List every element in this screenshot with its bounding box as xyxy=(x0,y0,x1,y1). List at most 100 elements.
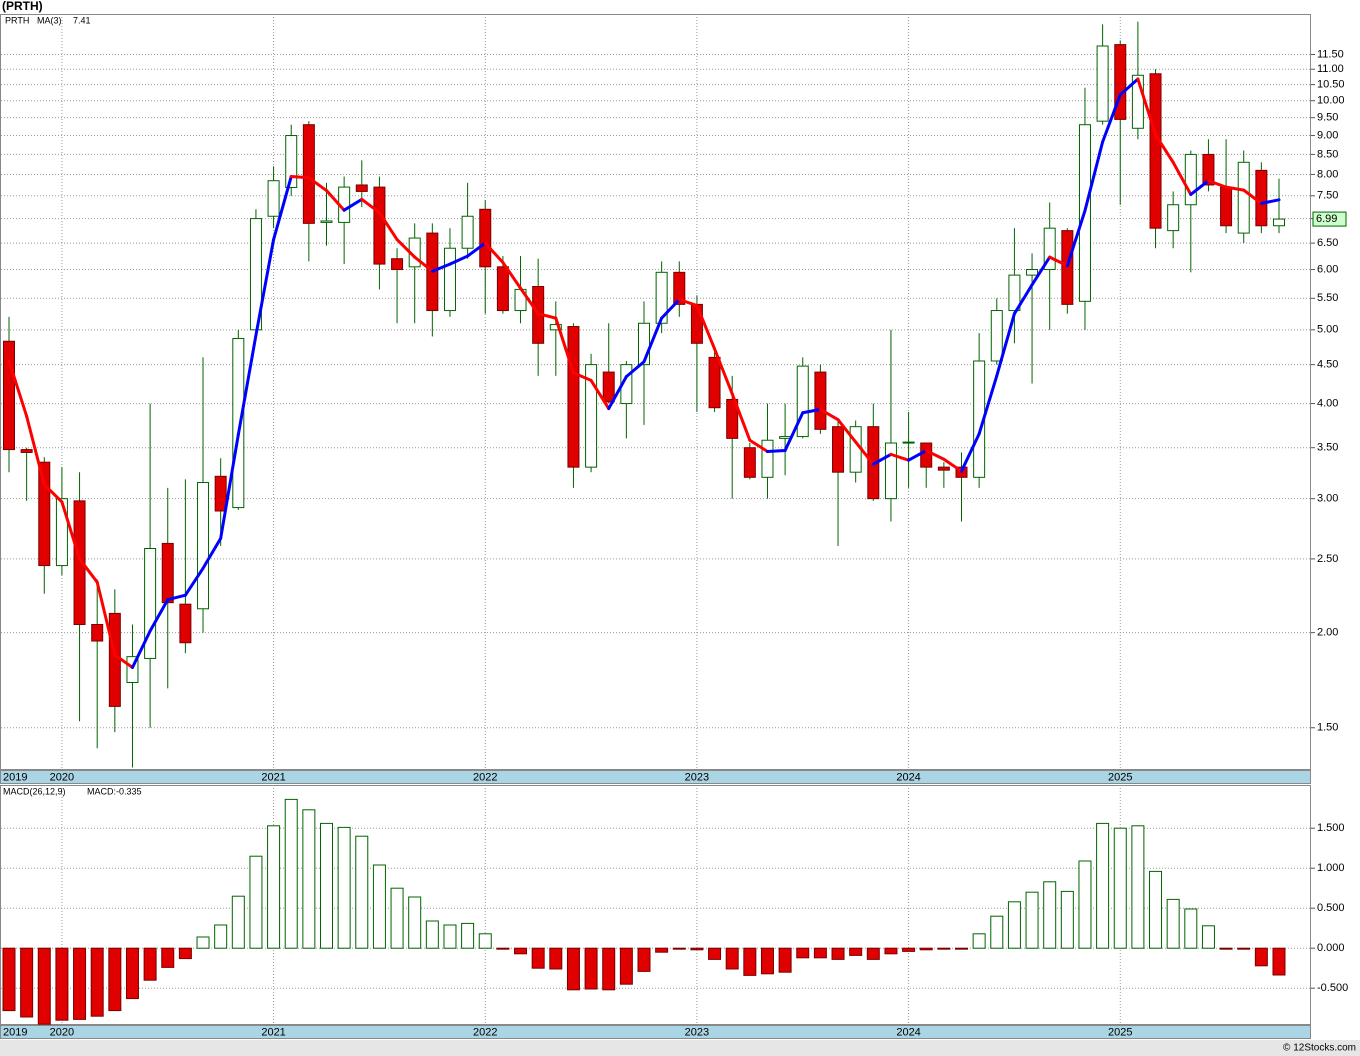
candle-body xyxy=(708,356,721,409)
ma-line xyxy=(219,433,240,540)
macd-bar xyxy=(514,947,528,955)
ma-line xyxy=(748,438,769,454)
candle-body xyxy=(1061,230,1074,305)
ma-line xyxy=(342,197,364,212)
legend-label: MA(3) xyxy=(37,15,62,25)
ma-line xyxy=(924,449,946,461)
ma-line xyxy=(1189,179,1210,196)
candle-body xyxy=(55,498,68,567)
macd-bar xyxy=(125,947,139,1000)
macd-bar xyxy=(73,947,87,1020)
y-tick-label: 7.50 xyxy=(1317,190,1338,202)
y-tick-label: 9.50 xyxy=(1317,112,1338,124)
x-tick-label: 2022 xyxy=(473,1026,497,1038)
macd-bar xyxy=(884,947,898,955)
ma-line xyxy=(25,414,46,487)
ma-line xyxy=(1171,160,1193,196)
macd-bar xyxy=(972,933,986,949)
ma-line xyxy=(395,238,417,259)
ma-line xyxy=(430,262,452,273)
macd-bar xyxy=(443,924,457,949)
y-tick-label: 11.00 xyxy=(1317,63,1344,75)
macd-bar xyxy=(1254,947,1268,967)
ma-line xyxy=(325,189,346,212)
ma-line xyxy=(236,333,258,437)
candle-body xyxy=(1114,44,1127,120)
legend-label: PRTH xyxy=(5,15,29,25)
ma-line xyxy=(183,566,205,597)
x-tick-label: 2022 xyxy=(473,771,497,783)
candle-body xyxy=(814,371,827,430)
y-tick-label: 5.00 xyxy=(1317,324,1338,336)
macd-bar xyxy=(1113,827,1127,949)
ma-line xyxy=(95,580,117,657)
candle-body xyxy=(1131,74,1144,129)
macd-bar xyxy=(919,947,933,951)
ma-line xyxy=(554,316,575,375)
ma-line xyxy=(148,598,170,633)
candle-body xyxy=(197,482,210,610)
macd-bar xyxy=(1060,890,1074,949)
ma-line xyxy=(42,483,64,504)
macd-bar xyxy=(337,826,351,949)
ma-line xyxy=(113,653,134,669)
ma-line xyxy=(1136,77,1158,137)
candle-body xyxy=(743,447,756,478)
ma-line xyxy=(677,298,699,308)
y-tick-label: 0.500 xyxy=(1317,902,1345,914)
ma-line xyxy=(536,312,558,320)
candle-body xyxy=(461,215,474,249)
macd-bar xyxy=(1272,947,1286,976)
macd-bar xyxy=(1219,947,1233,950)
macd-bar xyxy=(1043,881,1057,949)
candle-body xyxy=(1096,45,1109,122)
candle-body xyxy=(585,364,598,468)
candle-body xyxy=(602,371,615,403)
ma-line xyxy=(942,457,963,473)
macd-bar xyxy=(108,947,122,1012)
candle-body xyxy=(779,436,792,439)
ma-line xyxy=(783,411,805,453)
candle-body xyxy=(1273,218,1285,227)
macd-bar xyxy=(161,947,175,968)
x-tick-label: 2024 xyxy=(896,771,920,783)
candle-body xyxy=(267,180,280,217)
x-tick-label: 2019 xyxy=(3,771,27,783)
date-strip xyxy=(0,1025,1311,1039)
ma-line xyxy=(1242,188,1263,205)
candle-body xyxy=(144,548,157,659)
candle-body xyxy=(937,466,950,471)
candle-body xyxy=(73,500,86,626)
candle-body xyxy=(391,258,404,271)
macd-bar xyxy=(1166,898,1180,949)
legend-value: MACD:-0.335 xyxy=(87,786,142,796)
macd-bar xyxy=(461,922,475,949)
macd-bar xyxy=(1149,870,1163,949)
macd-bar xyxy=(566,947,580,991)
ma-line xyxy=(854,440,875,466)
ma-line xyxy=(1065,209,1087,268)
candle-body xyxy=(567,326,580,468)
y-tick-label: -0.500 xyxy=(1317,982,1348,994)
macd-bar xyxy=(390,887,404,949)
candle-body xyxy=(3,340,15,451)
macd-bar xyxy=(549,947,563,970)
candle-body xyxy=(1008,274,1021,312)
ma-line xyxy=(254,238,276,337)
macd-bar xyxy=(796,947,810,959)
y-tick-label: 1.000 xyxy=(1317,862,1345,874)
ma-line xyxy=(818,407,840,422)
macd-bar xyxy=(267,825,281,949)
candle-body xyxy=(638,322,650,366)
candle-body xyxy=(179,603,192,644)
ma-line xyxy=(589,378,611,411)
macd-bar xyxy=(760,947,774,975)
x-tick-label: 2019 xyxy=(3,1026,27,1038)
x-tick-label: 2023 xyxy=(685,1026,709,1038)
y-tick-label: 1.50 xyxy=(1317,722,1338,734)
ma-line xyxy=(571,371,593,382)
y-tick-label: 8.50 xyxy=(1317,148,1338,160)
ma-line xyxy=(272,175,293,242)
macd-bar xyxy=(1096,822,1110,949)
ma-line xyxy=(466,241,487,258)
